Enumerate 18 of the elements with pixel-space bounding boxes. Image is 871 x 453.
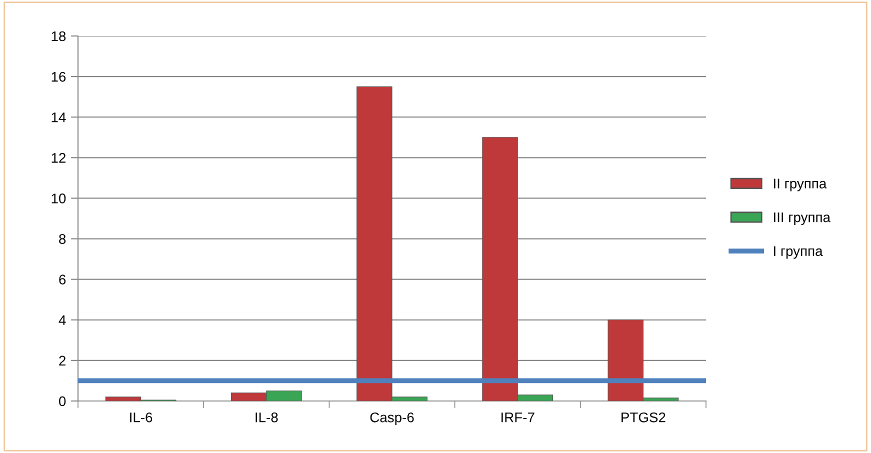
y-tick-label: 4	[58, 315, 66, 325]
x-tick-label: IRF-7	[502, 412, 534, 422]
x-tick-label: IL-6	[130, 412, 152, 422]
y-tick-label: 18	[52, 31, 66, 42]
y-tick-label: 12	[52, 153, 66, 163]
x-tick-label: Casp-6	[370, 412, 414, 426]
y-tick-label: 0	[59, 396, 66, 406]
y-tick-label: 8	[59, 234, 66, 244]
y-tick-label: 14	[52, 112, 66, 122]
legend-label: III группа	[774, 212, 831, 225]
x-tick-label: IL-8	[256, 412, 278, 422]
y-tick-label: 6	[59, 274, 66, 285]
y-tick-label: 16	[52, 72, 66, 82]
legend-label: II группа	[774, 178, 827, 192]
legend-label: I группа	[774, 246, 823, 259]
y-tick-label: 2	[59, 356, 66, 366]
x-tick-label: PTGS2	[622, 412, 666, 422]
y-tick-label: 10	[52, 194, 66, 204]
